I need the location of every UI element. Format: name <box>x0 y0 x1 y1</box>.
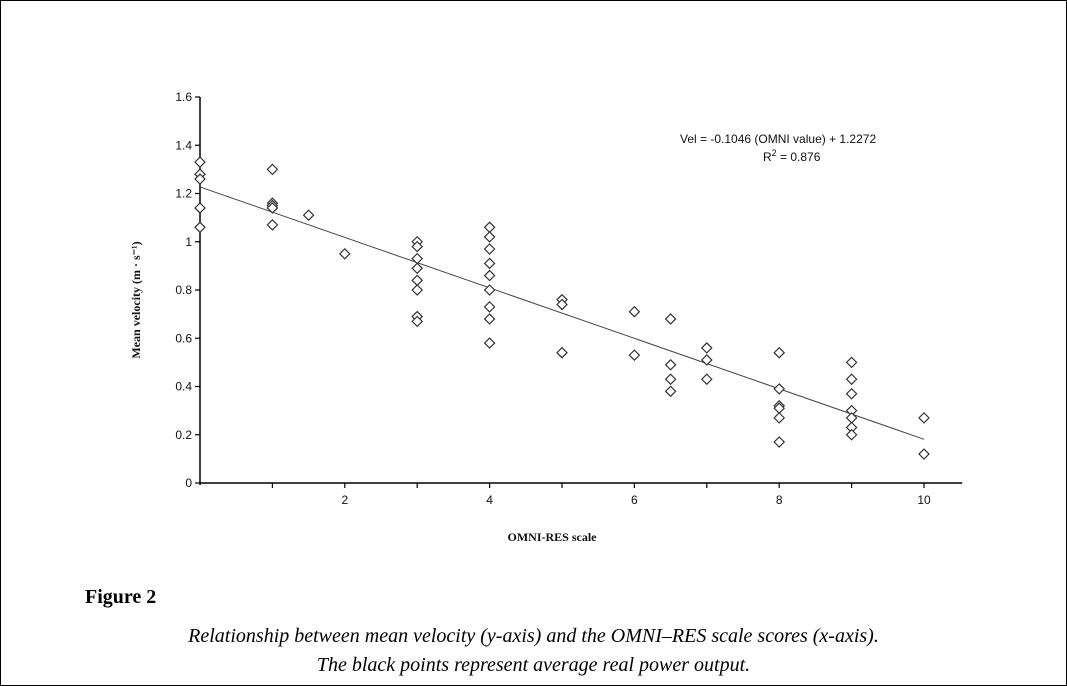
data-point <box>483 269 496 282</box>
data-point <box>556 346 568 359</box>
y-tick-label: 0.4 <box>175 380 192 394</box>
axes-group: 0 0.2 0.4 0.6 0.8 1 1.2 1.4 1.6 2 4 6 8 10 <box>175 90 963 507</box>
data-point <box>628 305 641 318</box>
x-tick-label: 2 <box>341 493 348 507</box>
y-tick-label: 1.2 <box>175 187 192 201</box>
data-point <box>773 436 786 448</box>
data-point <box>664 385 677 398</box>
trend-line <box>199 186 925 440</box>
points-group <box>194 156 930 460</box>
data-point <box>845 387 858 400</box>
y-tick-label: 0 <box>185 476 192 490</box>
data-point <box>483 231 496 243</box>
data-point <box>845 356 858 369</box>
data-point <box>664 358 677 371</box>
data-point <box>411 284 424 296</box>
data-point <box>700 342 713 354</box>
scatter-chart: 0 0.2 0.4 0.6 0.8 1 1.2 1.4 1.6 2 4 6 8 10 Vel = -0.1… <box>129 90 963 544</box>
data-point <box>918 412 930 424</box>
data-point <box>338 247 351 260</box>
data-point <box>483 337 496 349</box>
data-point <box>556 298 568 311</box>
data-point <box>411 240 424 253</box>
data-point <box>845 373 858 386</box>
data-point <box>664 373 677 386</box>
data-point <box>773 346 786 359</box>
data-point <box>483 221 496 234</box>
data-point <box>411 274 424 287</box>
data-point <box>194 202 206 214</box>
x-tick-label: 8 <box>776 493 783 507</box>
data-point <box>411 252 424 265</box>
data-point <box>773 412 786 424</box>
data-point <box>483 243 496 255</box>
data-point <box>918 448 930 460</box>
data-point <box>266 219 279 231</box>
figure-caption-line-2: The black points represent average real … <box>316 654 751 676</box>
data-point <box>483 284 496 296</box>
x-axis-title: OMNI-RES scale <box>508 530 598 544</box>
data-point <box>266 163 279 176</box>
x-tick-label: 10 <box>917 493 931 507</box>
y-axis-title: Mean velocity (m · s⁻¹) <box>129 241 143 358</box>
data-point <box>700 373 713 386</box>
figure-caption-line-1: Relationship between mean velocity (y-ax… <box>188 625 879 647</box>
y-tick-label: 1 <box>185 235 192 249</box>
y-tick-label: 0.2 <box>175 428 192 442</box>
data-point <box>628 349 641 361</box>
data-point <box>194 156 206 168</box>
data-point <box>194 221 206 234</box>
data-point <box>266 202 279 214</box>
figure-title: Figure 2 <box>85 586 157 608</box>
data-point <box>845 428 858 441</box>
data-point <box>700 354 713 366</box>
y-tick-label: 1.6 <box>175 90 192 104</box>
data-point <box>664 313 677 325</box>
x-tick-label: 4 <box>486 493 493 507</box>
data-point <box>194 173 206 185</box>
data-point <box>483 301 496 313</box>
x-tick-label: 6 <box>631 493 638 507</box>
y-tick-label: 0.6 <box>175 331 192 345</box>
y-tick-label: 1.4 <box>175 138 192 152</box>
equation-annotation: Vel = -0.1046 (OMNI value) + 1.2272 <box>680 132 876 146</box>
data-point <box>773 383 786 395</box>
data-point <box>411 262 424 275</box>
data-point <box>302 209 315 222</box>
data-point <box>411 315 424 328</box>
y-tick-label: 0.8 <box>175 283 192 297</box>
data-point <box>483 313 496 325</box>
data-point <box>845 412 858 424</box>
data-point <box>483 257 496 270</box>
r2-annotation: R2 = 0.876 <box>763 148 821 164</box>
